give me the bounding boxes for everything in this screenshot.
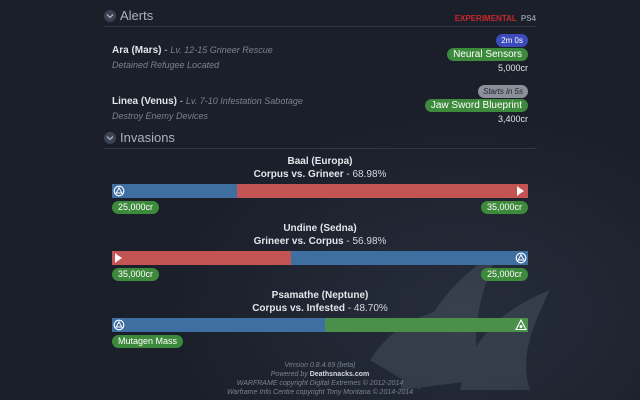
corpus-icon	[112, 184, 126, 198]
invasion-factions-label: Corpus vs. Infested	[252, 303, 345, 314]
invasion-progress-bar	[112, 184, 528, 198]
footer-powered-link[interactable]: Deathsnacks.com	[309, 371, 370, 378]
chevron-down-icon	[104, 131, 116, 144]
corpus-icon	[112, 318, 126, 332]
alert-mission: Lv. 12-15 Grineer Rescue	[170, 45, 273, 55]
experimental-label: EXPERIMENTAL	[454, 14, 517, 23]
alerts-section-header[interactable]: Alerts	[104, 8, 153, 23]
invasion-right-reward: 35,000cr	[480, 201, 528, 214]
invasions-section-header[interactable]: Invasions	[104, 130, 175, 145]
progress-segment-grineer	[236, 184, 528, 198]
corpus-icon	[514, 251, 528, 265]
invasion-rewards: 25,000cr 35,000cr	[112, 201, 528, 215]
platform-label: PS4	[520, 14, 536, 23]
progress-segment-infested	[325, 318, 528, 332]
invasion-percent: - 68.98%	[346, 169, 387, 180]
invasion-factions-label: Grineer vs. Corpus	[253, 236, 344, 247]
alert-rewards: 2m 0s Neural Sensors 5,000cr	[447, 33, 528, 73]
invasion-percent: - 56.98%	[346, 236, 387, 247]
footer-powered: Powered by Deathsnacks.com	[0, 370, 640, 379]
progress-segment-grineer	[112, 251, 291, 265]
alert-reward-badge: Neural Sensors	[447, 48, 528, 61]
alert-node: Linea (Venus) - Lv. 7-10 Infestation Sab…	[112, 96, 528, 107]
infested-icon	[514, 318, 528, 332]
alert-dash: -	[179, 96, 184, 107]
invasion-rewards: Mutagen Mass	[112, 335, 528, 349]
alerts-title: Alerts	[120, 8, 154, 23]
invasion-percent: - 48.70%	[347, 303, 388, 314]
progress-segment-corpus	[112, 184, 237, 198]
alert-mission: Lv. 7-10 Infestation Sabotage	[185, 96, 303, 106]
invasion-item: Psamathe (Neptune) Corpus vs. Infested -…	[112, 290, 528, 349]
invasion-node: Baal (Europa)	[287, 156, 353, 167]
invasion-left-reward: 35,000cr	[112, 268, 160, 281]
invasion-left-reward: Mutagen Mass	[112, 335, 184, 348]
footer-version: Version 0.8.4.69 (beta)	[284, 362, 356, 369]
alert-credits: 3,400cr	[497, 114, 528, 124]
divider	[104, 148, 536, 149]
footer-copyright-info-centre: Warframe Info Centre copyright Tony Mont…	[226, 389, 414, 396]
invasion-factions-label: Corpus vs. Grineer	[253, 169, 344, 180]
grineer-icon	[514, 184, 528, 198]
invasion-right-reward: 25,000cr	[480, 268, 528, 281]
invasion-item: Undine (Sedna) Grineer vs. Corpus - 56.9…	[112, 223, 528, 282]
alert-description: Destroy Enemy Devices	[112, 111, 209, 121]
invasion-left-reward: 25,000cr	[112, 201, 160, 214]
alert-node: Ara (Mars) - Lv. 12-15 Grineer Rescue	[112, 45, 528, 56]
invasion-progress-bar	[112, 251, 528, 265]
invasion-factions: Corpus vs. Grineer - 68.98%	[112, 169, 528, 180]
alert-item: Ara (Mars) - Lv. 12-15 Grineer Rescue De…	[112, 34, 528, 81]
progress-segment-corpus	[112, 318, 326, 332]
invasion-rewards: 35,000cr 25,000cr	[112, 268, 528, 282]
footer: Version 0.8.4.69 (beta) Powered by Death…	[0, 361, 640, 397]
alert-item: Linea (Venus) - Lv. 7-10 Infestation Sab…	[112, 85, 528, 132]
invasion-factions: Corpus vs. Infested - 48.70%	[112, 303, 528, 314]
alert-node-name: Ara (Mars)	[112, 45, 162, 56]
invasions-title: Invasions	[120, 130, 175, 145]
invasion-item: Baal (Europa) Corpus vs. Grineer - 68.98…	[112, 156, 528, 215]
invasion-progress-bar	[112, 318, 528, 332]
alert-timer-badge: Starts in 5s	[477, 85, 528, 98]
experimental-badge: EXPERIMENTAL PS4	[455, 14, 536, 23]
footer-powered-prefix: Powered by	[270, 371, 308, 378]
alert-rewards: Starts in 5s Jaw Sword Blueprint 3,400cr	[424, 84, 528, 124]
chevron-down-icon	[104, 9, 116, 22]
grineer-icon	[112, 251, 126, 265]
invasion-node: Undine (Sedna)	[283, 223, 357, 234]
alert-dash: -	[164, 45, 168, 56]
invasion-node: Psamathe (Neptune)	[271, 290, 369, 301]
footer-copyright-warframe: WARFRAME copyright Digital Extremes © 20…	[236, 380, 404, 387]
alert-credits: 5,000cr	[497, 63, 528, 73]
alert-timer-badge: 2m 0s	[496, 34, 528, 47]
alert-description: Detained Refugee Located	[112, 60, 220, 70]
divider	[104, 26, 536, 27]
progress-segment-corpus	[290, 251, 528, 265]
alert-reward-badge: Jaw Sword Blueprint	[424, 99, 528, 112]
alert-node-name: Linea (Venus)	[112, 96, 178, 107]
invasion-factions: Grineer vs. Corpus - 56.98%	[112, 236, 528, 247]
